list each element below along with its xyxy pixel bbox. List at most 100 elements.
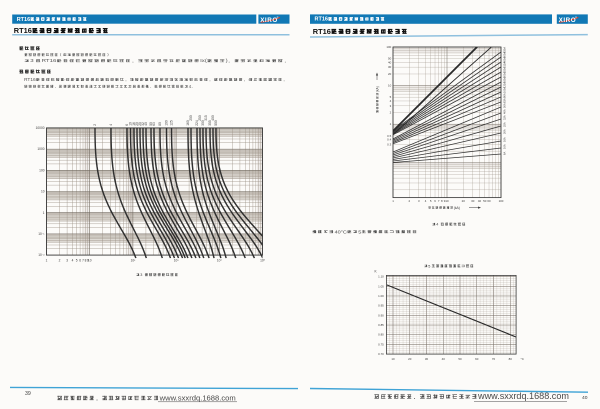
svg-text:3: 3 — [30, 59, 33, 64]
svg-text:630A: 630A — [503, 47, 507, 53]
svg-text:6A: 6A — [503, 152, 507, 155]
svg-text:®: ® — [277, 16, 279, 20]
svg-text:0.80: 0.80 — [378, 333, 384, 337]
svg-text:10000: 10000 — [36, 126, 45, 130]
svg-text:K: K — [375, 269, 378, 273]
svg-text:63A: 63A — [503, 98, 507, 103]
svg-text:10⁻²: 10⁻² — [38, 253, 44, 257]
svg-text:500: 500 — [214, 120, 218, 126]
svg-text:10²: 10² — [131, 258, 136, 262]
svg-text:40°C: 40°C — [335, 230, 348, 235]
svg-text:40: 40 — [442, 357, 446, 361]
svg-text:32A: 32A — [503, 115, 507, 120]
svg-text:500A: 500A — [503, 52, 507, 58]
svg-text:80: 80 — [158, 122, 162, 126]
svg-text:50: 50 — [458, 357, 462, 361]
svg-text:400A: 400A — [503, 57, 507, 63]
svg-text:3: 3 — [418, 199, 420, 203]
svg-text:10: 10 — [129, 122, 133, 126]
svg-text:50: 50 — [149, 122, 153, 126]
svg-text:30: 30 — [471, 199, 475, 203]
svg-text:100: 100 — [386, 45, 391, 49]
svg-text:4: 4 — [189, 84, 192, 89]
svg-text:®: ® — [575, 16, 577, 20]
svg-text:0.5: 0.5 — [387, 134, 391, 138]
svg-text:40A: 40A — [503, 109, 507, 114]
svg-text:7: 7 — [82, 258, 84, 262]
svg-text:6: 6 — [79, 258, 81, 262]
svg-text:50A: 50A — [503, 103, 507, 108]
svg-text:250: 250 — [198, 115, 202, 121]
svg-text:40: 40 — [388, 60, 392, 64]
svg-text:5: 5 — [358, 230, 361, 235]
svg-text:1: 1 — [392, 199, 394, 203]
svg-text:20A: 20A — [503, 129, 507, 134]
svg-text:10: 10 — [388, 84, 392, 88]
svg-text:16A: 16A — [503, 137, 507, 142]
svg-text:1000: 1000 — [37, 147, 44, 151]
svg-text:2: 2 — [390, 111, 392, 115]
svg-text:20: 20 — [388, 72, 392, 76]
svg-text:6: 6 — [125, 124, 129, 126]
svg-text:60: 60 — [487, 199, 491, 203]
svg-text:315: 315 — [204, 115, 208, 121]
svg-text:300: 300 — [201, 120, 205, 126]
svg-text:20: 20 — [462, 199, 466, 203]
svg-text:30: 30 — [388, 65, 392, 69]
svg-text:2: 2 — [59, 258, 61, 262]
svg-text:1: 1 — [390, 122, 392, 126]
svg-text:10⁵: 10⁵ — [260, 258, 266, 262]
svg-text:0.85: 0.85 — [378, 323, 384, 327]
svg-text:2: 2 — [408, 199, 410, 203]
svg-text:100: 100 — [499, 199, 504, 203]
svg-text:RT16: RT16 — [313, 27, 331, 36]
svg-text:20: 20 — [135, 122, 139, 126]
svg-text:40: 40 — [144, 122, 148, 126]
svg-text:355: 355 — [208, 120, 212, 126]
svg-text:2: 2 — [93, 124, 97, 126]
svg-text:315A: 315A — [503, 62, 507, 68]
svg-text:4: 4 — [436, 223, 438, 227]
svg-text:50: 50 — [388, 57, 392, 61]
svg-text:39: 39 — [25, 391, 31, 397]
svg-text:0.95: 0.95 — [378, 304, 384, 308]
svg-text:224: 224 — [195, 120, 199, 126]
svg-text:160A: 160A — [503, 77, 507, 83]
svg-text:Ix(: Ix( — [200, 59, 207, 64]
svg-text:6: 6 — [434, 199, 436, 203]
svg-text:°C: °C — [521, 357, 525, 361]
svg-text:RT16: RT16 — [42, 59, 57, 64]
svg-text:1.10: 1.10 — [378, 275, 384, 279]
svg-text:10: 10 — [391, 357, 395, 361]
svg-text:www.sxxrdq.1688.com: www.sxxrdq.1688.com — [159, 393, 236, 402]
svg-text:25A: 25A — [503, 122, 507, 127]
svg-text:4: 4 — [390, 99, 392, 103]
svg-text:40: 40 — [582, 395, 588, 401]
svg-text:XIRO: XIRO — [559, 17, 577, 24]
svg-text:400: 400 — [211, 115, 215, 121]
svg-text:160: 160 — [186, 120, 190, 126]
svg-text:60: 60 — [475, 357, 479, 361]
svg-text:30: 30 — [425, 357, 429, 361]
svg-text:5: 5 — [390, 95, 392, 99]
svg-text:5: 5 — [76, 258, 78, 262]
svg-text:32: 32 — [141, 122, 145, 126]
svg-text:63: 63 — [152, 122, 156, 126]
svg-text:20: 20 — [408, 357, 412, 361]
svg-text:10⁴: 10⁴ — [217, 258, 223, 262]
svg-text:1.05: 1.05 — [378, 284, 384, 288]
svg-text:10: 10 — [88, 258, 92, 262]
svg-text:0.3: 0.3 — [387, 142, 391, 146]
svg-text:3: 3 — [66, 258, 68, 262]
svg-text:50: 50 — [483, 199, 487, 203]
svg-text:7: 7 — [438, 199, 440, 203]
svg-text:10: 10 — [445, 199, 449, 203]
svg-text:www.sxxrdq.1688.com: www.sxxrdq.1688.com — [477, 391, 569, 401]
svg-text:5: 5 — [430, 199, 432, 203]
svg-text:200A: 200A — [503, 72, 507, 78]
svg-text:4: 4 — [109, 124, 113, 126]
svg-text:9: 9 — [444, 199, 446, 203]
svg-text:0.70: 0.70 — [378, 352, 384, 356]
svg-text:125: 125 — [170, 120, 174, 126]
svg-text:100A: 100A — [503, 87, 507, 93]
